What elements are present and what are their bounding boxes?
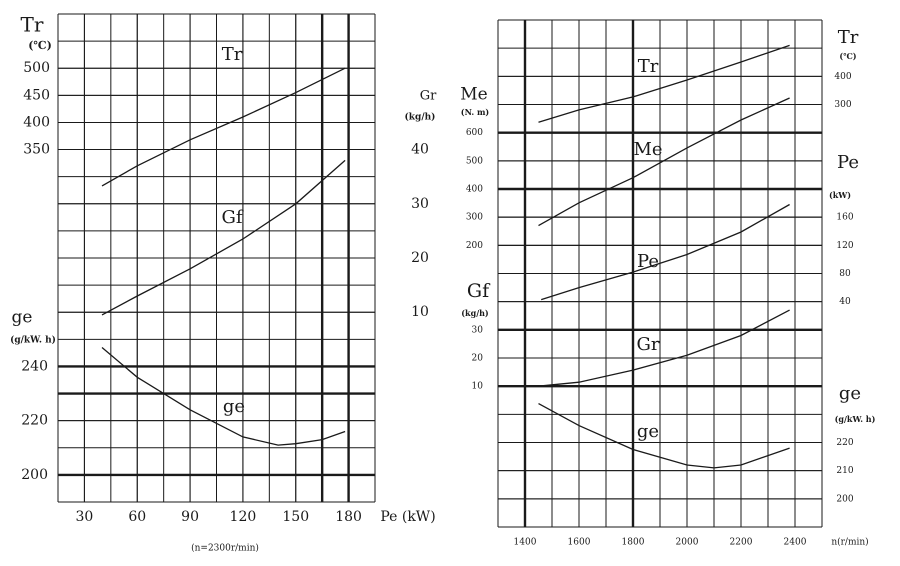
y-tick-label: 400 <box>23 114 50 130</box>
axis-title: Tr <box>838 27 859 48</box>
x-tick-label: 1400 <box>514 538 537 548</box>
axis-unit: (kW) <box>829 190 851 200</box>
axis-unit: (N. m) <box>461 107 490 117</box>
axis-title: Gf <box>467 280 491 302</box>
y-tick-label: 160 <box>836 213 853 223</box>
y-tick-label: 220 <box>21 413 48 429</box>
axis-unit: (kg/h) <box>405 112 436 123</box>
y-tick-label: 20 <box>411 250 429 266</box>
axis-title: Tr <box>21 13 44 37</box>
y-tick-label: 400 <box>466 185 483 195</box>
x-tick-label: 1600 <box>568 538 591 548</box>
y-tick-label: 200 <box>836 494 853 504</box>
x-tick-label: 60 <box>128 509 146 525</box>
axis-unit: (℃) <box>839 51 856 61</box>
y-tick-label: 80 <box>839 269 851 279</box>
axis-title: ge <box>12 308 33 328</box>
x-tick-label: 1800 <box>622 538 645 548</box>
x-tick-label: 30 <box>76 509 94 525</box>
y-tick-label: 300 <box>834 100 851 110</box>
curve <box>538 403 790 469</box>
x-tick-label: 2400 <box>784 538 807 548</box>
y-tick-label: 350 <box>23 142 50 158</box>
curve-label: Gf <box>221 207 243 228</box>
y-tick-label: 30 <box>411 196 429 212</box>
y-tick-label: 20 <box>472 354 484 364</box>
curve-label: Me <box>633 139 662 160</box>
y-tick-label: 200 <box>21 467 48 483</box>
curve-label: Tr <box>638 56 659 77</box>
y-tick-label: 300 <box>466 213 483 223</box>
y-tick-label: 120 <box>836 241 853 251</box>
x-tick-label: 150 <box>282 509 309 525</box>
x-tick-label: 2000 <box>676 538 699 548</box>
axis-unit: (g/kW. h) <box>835 414 876 424</box>
axis-unit: (kg/h) <box>461 308 489 318</box>
y-tick-label: 240 <box>21 358 48 374</box>
y-tick-label: 600 <box>466 128 483 138</box>
curve-label: Pe <box>637 251 659 272</box>
x-axis-label: Pe (kW) <box>380 509 435 525</box>
note: (n=2300r/min) <box>191 543 259 554</box>
curve <box>538 309 790 387</box>
curve <box>538 97 790 227</box>
x-tick-label: 120 <box>230 509 257 525</box>
curve <box>101 67 346 187</box>
curve <box>101 347 346 446</box>
x-tick-label: 90 <box>181 509 199 525</box>
curve <box>101 159 346 316</box>
y-tick-label: 40 <box>839 297 851 307</box>
x-tick-label: 180 <box>335 509 362 525</box>
curve <box>541 203 790 301</box>
axis-title: Me <box>460 85 487 105</box>
y-tick-label: 10 <box>411 304 429 320</box>
y-tick-label: 500 <box>23 60 50 76</box>
axis-unit: (g/kW. h) <box>10 335 56 346</box>
curve-label: ge <box>223 396 245 417</box>
axis-title: Gr <box>420 89 437 104</box>
x-axis-label: n(r/min) <box>831 537 868 548</box>
y-tick-label: 210 <box>836 466 853 476</box>
y-tick-label: 10 <box>472 382 484 392</box>
curve-label: Tr <box>222 44 243 65</box>
y-tick-label: 220 <box>836 438 853 448</box>
y-tick-label: 200 <box>466 241 483 251</box>
curve-label: Gr <box>637 334 660 355</box>
curve-label: ge <box>637 421 659 442</box>
y-tick-label: 500 <box>466 156 483 166</box>
axis-unit: (℃) <box>28 39 52 52</box>
y-tick-label: 30 <box>472 325 484 335</box>
y-tick-label: 400 <box>834 72 851 82</box>
y-tick-label: 40 <box>411 142 429 158</box>
axis-title: ge <box>839 383 861 404</box>
y-tick-label: 450 <box>23 87 50 103</box>
curve <box>538 44 790 123</box>
axis-title: Pe <box>837 152 859 173</box>
x-tick-label: 2200 <box>730 538 753 548</box>
